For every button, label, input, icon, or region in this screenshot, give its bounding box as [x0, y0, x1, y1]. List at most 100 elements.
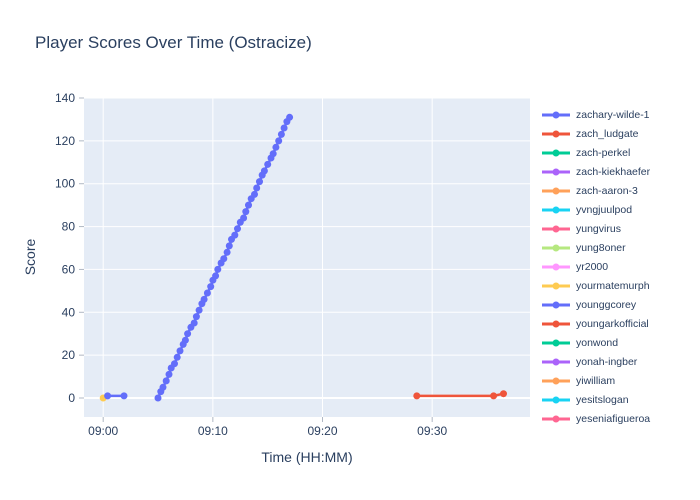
series-zachary-wilde-1[interactable] [154, 113, 294, 402]
data-point-marker[interactable] [500, 390, 507, 398]
x-tick-label: 09:10 [198, 424, 228, 438]
legend-label: younggcorey [576, 298, 637, 311]
data-point-marker[interactable] [120, 392, 128, 400]
data-point-marker[interactable] [275, 137, 283, 145]
legend-line-marker-icon [542, 396, 570, 403]
data-point-marker[interactable] [207, 283, 215, 291]
legend-line-marker-icon [542, 301, 570, 308]
legend-label: zach-aaron-3 [576, 184, 638, 197]
data-point-marker[interactable] [165, 370, 173, 378]
data-point-marker[interactable] [269, 150, 277, 158]
data-point-marker[interactable] [212, 272, 220, 280]
legend-label: yonwond [576, 336, 619, 349]
legend-item-youngarkofficial[interactable]: youngarkofficial [541, 314, 699, 333]
legend-item-yesitslogan[interactable]: yesitslogan [541, 390, 699, 409]
data-point-marker[interactable] [190, 319, 198, 327]
data-point-marker[interactable] [231, 231, 239, 239]
legend-item-yonah-ingber[interactable]: yonah-ingber [541, 352, 699, 371]
legend-item-zach-aaron-3[interactable]: zach-aaron-3 [541, 181, 699, 200]
legend-item-yung8oner[interactable]: yung8oner [541, 238, 699, 257]
legend-item-zach-kiekhaefer[interactable]: zach-kiekhaefer [541, 162, 699, 181]
legend-line-marker-icon [542, 415, 570, 422]
legend-item-zach_ludgate[interactable]: zach_ludgate [541, 124, 699, 143]
chart-title: Player Scores Over Time (Ostracize) [35, 33, 312, 52]
data-point-marker[interactable] [173, 353, 181, 361]
legend-item-yr2000[interactable]: yr2000 [541, 257, 699, 276]
legend-label: yourmatemurph [576, 279, 650, 292]
y-tick-label: 40 [62, 305, 76, 319]
data-point-marker[interactable] [171, 360, 178, 368]
data-point-marker[interactable] [220, 255, 228, 263]
legend-line-marker-icon [542, 187, 570, 194]
legend[interactable]: zachary-wilde-1 zach_ludgate zach-perkel za… [541, 105, 699, 424]
legend-line-marker-icon [542, 168, 570, 175]
data-point-marker[interactable] [251, 190, 258, 198]
data-point-marker[interactable] [245, 201, 252, 209]
y-tick-label: 0 [68, 391, 75, 405]
legend-item-younggcorey[interactable]: younggcorey [541, 295, 699, 314]
y-tick-label: 20 [62, 348, 76, 362]
data-point-marker[interactable] [413, 392, 421, 400]
data-point-marker[interactable] [490, 392, 498, 400]
legend-label: yvngjuulpod [576, 203, 633, 216]
data-point-marker[interactable] [192, 313, 200, 321]
plot-background [84, 98, 530, 417]
data-point-marker[interactable] [159, 383, 167, 391]
data-point-marker[interactable] [195, 306, 203, 314]
legend-label: zach_ludgate [576, 127, 639, 140]
legend-item-yeseniafigueroa[interactable]: yeseniafigueroa [541, 409, 699, 424]
legend-item-yonwond[interactable]: yonwond [541, 333, 699, 352]
legend-item-zachary-wilde-1[interactable]: zachary-wilde-1 [541, 105, 699, 124]
legend-label: yr2000 [576, 260, 609, 273]
x-tick-label: 09:30 [417, 424, 447, 438]
data-point-marker[interactable] [214, 265, 222, 273]
legend-item-yiwilliam[interactable]: yiwilliam [541, 371, 699, 390]
data-point-marker[interactable] [200, 295, 208, 303]
data-point-marker[interactable] [240, 214, 248, 222]
legend-line-marker-icon [542, 263, 570, 270]
legend-label: yung8oner [576, 241, 626, 254]
data-point-marker[interactable] [184, 330, 192, 338]
data-point-marker[interactable] [286, 113, 294, 121]
y-tick-label: 80 [62, 220, 76, 234]
series-younggcorey[interactable] [104, 392, 128, 400]
data-point-marker[interactable] [203, 289, 211, 297]
x-tick-label: 09:00 [88, 424, 118, 438]
data-point-marker[interactable] [260, 167, 268, 175]
data-point-marker[interactable] [154, 394, 162, 402]
legend-label: yesitslogan [576, 393, 629, 406]
data-point-marker[interactable] [176, 347, 184, 355]
data-point-marker[interactable] [280, 124, 288, 132]
legend-label: zachary-wilde-1 [576, 108, 650, 121]
y-tick-label: 60 [62, 262, 76, 276]
legend-item-zach-perkel[interactable]: zach-perkel [541, 143, 699, 162]
legend-item-yvngjuulpod[interactable]: yvngjuulpod [541, 200, 699, 219]
data-point-marker[interactable] [272, 143, 280, 151]
legend-line-marker-icon [542, 149, 570, 156]
data-point-marker[interactable] [225, 242, 233, 250]
data-point-marker[interactable] [104, 392, 112, 400]
data-point-marker[interactable] [256, 178, 263, 186]
data-point-marker[interactable] [162, 377, 170, 385]
data-point-marker[interactable] [253, 184, 261, 192]
data-point-marker[interactable] [242, 208, 250, 216]
data-point-marker[interactable] [223, 248, 231, 256]
legend-label: zach-perkel [576, 146, 631, 159]
y-axis-title: Score [22, 238, 38, 276]
legend-label: youngarkofficial [576, 317, 649, 330]
data-point-marker[interactable] [264, 160, 272, 168]
legend-line-marker-icon [542, 320, 570, 327]
data-point-marker[interactable] [234, 225, 241, 233]
legend-line-marker-icon [542, 282, 570, 289]
legend-item-yourmatemurph[interactable]: yourmatemurph [541, 276, 699, 295]
series-youngarkofficial[interactable] [413, 390, 507, 400]
legend-item-yungvirus[interactable]: yungvirus [541, 219, 699, 238]
legend-line-marker-icon [542, 111, 570, 118]
legend-label: yiwilliam [576, 374, 616, 387]
data-point-marker[interactable] [181, 336, 189, 344]
legend-label: yonah-ingber [576, 355, 638, 368]
y-tick-label: 120 [55, 134, 75, 148]
data-point-marker[interactable] [277, 130, 285, 138]
